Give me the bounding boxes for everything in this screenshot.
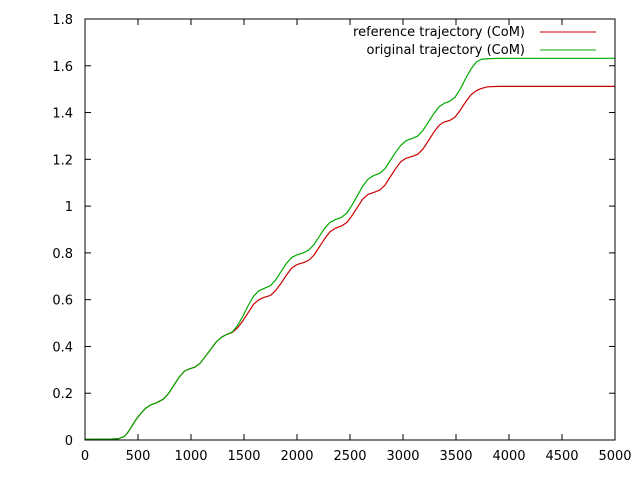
- legend-entry: reference trajectory (CoM): [353, 25, 596, 40]
- series-line-original: [84, 57, 615, 440]
- y-tick-label: 1: [65, 200, 73, 215]
- y-tick-label: 1.4: [52, 107, 73, 122]
- x-tick-label: 5000: [598, 449, 631, 464]
- x-tick-label: 1000: [174, 449, 207, 464]
- y-tick-label: 1.6: [52, 60, 73, 75]
- series-layer: [84, 57, 615, 440]
- y-tick-label: 1.2: [52, 153, 73, 168]
- legend: reference trajectory (CoM) original traj…: [353, 25, 596, 58]
- legend-label: reference trajectory (CoM): [353, 25, 525, 40]
- y-tick-label: 0.8: [52, 247, 73, 262]
- y-tick-label: 0.2: [52, 387, 73, 402]
- x-tick-label: 2500: [333, 449, 366, 464]
- plot-frame: [84, 18, 616, 441]
- y-tick-label: 1.8: [52, 13, 73, 28]
- x-tick-label: 4000: [492, 449, 525, 464]
- tick-layer: 0 500 1000 1500 2000 2500 3000 3500 4000 4500 5000…: [52, 13, 631, 464]
- x-tick-label: 500: [126, 449, 151, 464]
- x-tick-label: 3500: [439, 449, 472, 464]
- y-tick-label: 0.4: [52, 340, 73, 355]
- x-tick-label: 3000: [386, 449, 419, 464]
- y-tick-label: 0: [65, 434, 73, 449]
- x-tick-label: 2000: [280, 449, 313, 464]
- x-tick-label: 0: [81, 449, 89, 464]
- legend-entry: original trajectory (CoM): [366, 43, 596, 58]
- legend-label: original trajectory (CoM): [366, 43, 525, 58]
- y-tick-label: 0.6: [52, 294, 73, 309]
- x-tick-label: 4500: [545, 449, 578, 464]
- x-tick-label: 1500: [227, 449, 260, 464]
